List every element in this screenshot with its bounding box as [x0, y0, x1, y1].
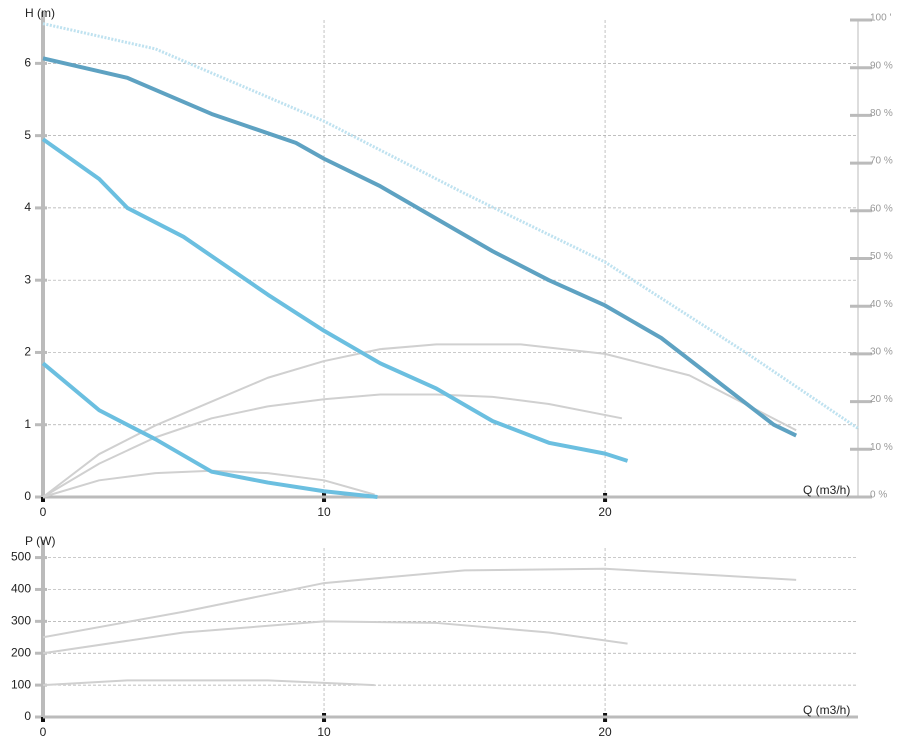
- y2-tick-label: 30 %: [870, 347, 893, 358]
- x-tick-label: 10: [317, 725, 331, 739]
- curve: [41, 361, 378, 499]
- y2-tick-label: 100 ': [870, 13, 891, 24]
- curve: [42, 343, 797, 498]
- y-tick-label: 200: [11, 645, 31, 659]
- x-tick-label: 10: [317, 505, 331, 519]
- y-tick-label: 6: [24, 56, 31, 70]
- y2-tick-label: 80 %: [870, 108, 893, 119]
- y-tick-label: 0: [24, 489, 31, 503]
- y-tick-label: 2: [24, 345, 31, 359]
- y-axis-label: H (m): [25, 6, 55, 20]
- x-axis-label: Q (m3/h): [803, 703, 850, 717]
- y-tick-label: 3: [24, 272, 31, 286]
- y2-tick-label: 50 %: [870, 251, 893, 262]
- y2-tick-label: 90 %: [870, 60, 893, 71]
- y-tick-label: 300: [11, 614, 31, 628]
- y2-tick-label: 70 %: [870, 156, 893, 167]
- y-tick-label: 400: [11, 582, 31, 596]
- y-tick-label: 100: [11, 677, 31, 691]
- curve: [42, 22, 859, 430]
- x-tick-label: 0: [40, 505, 47, 519]
- curve: [42, 679, 375, 687]
- x-tick-label: 0: [40, 725, 47, 739]
- y-tick-label: 5: [24, 128, 31, 142]
- y2-tick-label: 60 %: [870, 203, 893, 214]
- x-axis-label: Q (m3/h): [803, 483, 850, 497]
- y2-tick-label: 40 %: [870, 299, 893, 310]
- curve: [42, 56, 798, 438]
- x-tick-label: 20: [598, 505, 612, 519]
- y-tick-label: 500: [11, 550, 31, 564]
- curve: [41, 137, 629, 463]
- curve: [42, 620, 628, 655]
- y-tick-label: 1: [24, 417, 31, 431]
- y-tick-label: 4: [24, 200, 31, 214]
- y-tick-label: 0: [24, 709, 31, 723]
- y-axis-label: P (W): [25, 534, 55, 548]
- x-tick-label: 20: [598, 725, 612, 739]
- y2-tick-label: 10 %: [870, 442, 893, 453]
- y2-tick-label: 0 %: [870, 490, 887, 501]
- curve: [42, 393, 623, 498]
- curve: [42, 567, 797, 639]
- y2-tick-label: 20 %: [870, 394, 893, 405]
